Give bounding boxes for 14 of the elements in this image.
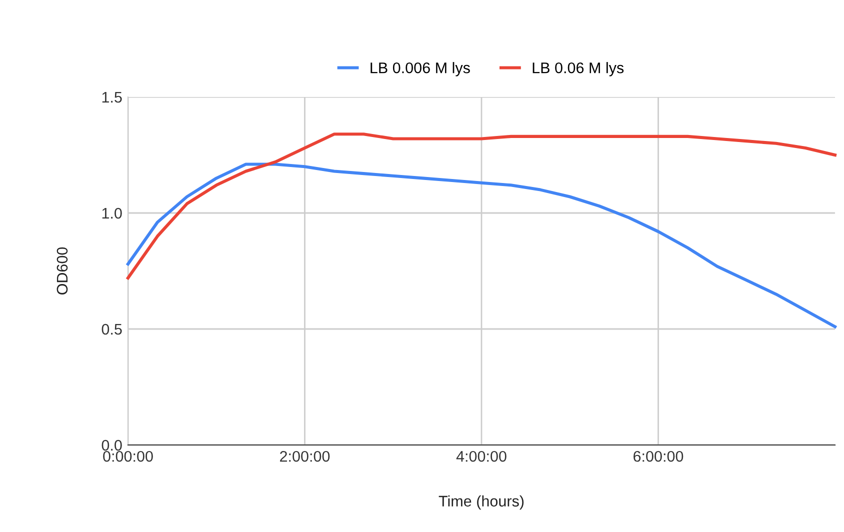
line-series	[126, 162, 837, 328]
y-tick-label: 1.5	[102, 92, 122, 103]
x-tick-label: 6:00:00	[634, 450, 684, 462]
legend-label: LB 0.006 M lys	[370, 62, 470, 76]
x-tick-label: 2:00:00	[280, 450, 330, 462]
x-axis-title: Time (hours)	[438, 495, 524, 510]
y-tick-label: 1.0	[102, 208, 122, 219]
line-series	[126, 132, 837, 280]
x-tick-label: 0:00:00	[103, 450, 153, 462]
y-axis-title: OD600	[56, 247, 68, 294]
y-tick-label: 0.0	[102, 440, 122, 451]
legend-label: LB 0.06 M lys	[532, 62, 624, 76]
y-tick-label: 0.5	[102, 324, 122, 335]
x-tick-label: 4:00:00	[456, 450, 506, 462]
